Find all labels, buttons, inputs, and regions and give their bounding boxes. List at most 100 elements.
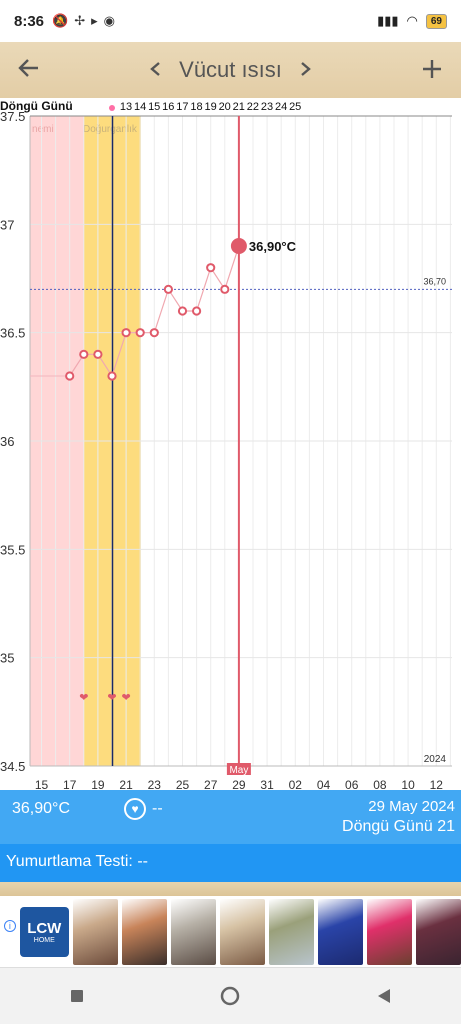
temperature-point bbox=[93, 349, 103, 359]
cycle-day-number: 21 bbox=[233, 101, 245, 113]
temperature-point bbox=[135, 328, 145, 338]
mute-icon: 🔕 bbox=[52, 13, 69, 28]
x-tick-label: 31 bbox=[260, 778, 274, 790]
ad-product-image[interactable] bbox=[219, 898, 265, 965]
ad-banner[interactable]: i LCW HOME bbox=[0, 896, 461, 968]
chevron-right-icon bbox=[301, 62, 311, 76]
selected-cycle-day: Döngü Günü 21 bbox=[342, 818, 455, 835]
y-tick-label: 37.5 bbox=[0, 109, 25, 124]
notification-icons: 🔕 ✢ ▸ ◉ bbox=[52, 13, 115, 29]
x-tick-label: 27 bbox=[204, 778, 218, 790]
home-button[interactable] bbox=[210, 976, 250, 1016]
cycle-day-number: 20 bbox=[219, 101, 231, 113]
arrow-left-icon bbox=[18, 59, 38, 77]
temperature-point bbox=[206, 263, 216, 273]
wifi-icon: ◠ bbox=[406, 13, 418, 28]
x-tick-label: 25 bbox=[176, 778, 190, 790]
intercourse-value: -- bbox=[152, 800, 163, 817]
cycle-day-number: 13 bbox=[120, 101, 132, 113]
ad-product-image[interactable] bbox=[415, 898, 461, 965]
temperature-point bbox=[192, 306, 202, 316]
month-label: May bbox=[229, 765, 248, 776]
y-tick-label: 34.5 bbox=[0, 759, 25, 774]
ovulation-test-label: Yumurtlama Testi: -- bbox=[6, 853, 148, 870]
brand-logo[interactable]: LCW HOME bbox=[19, 906, 69, 957]
cycle-day-number: 25 bbox=[289, 101, 301, 113]
heart-icon: ❤ bbox=[79, 691, 88, 704]
temperature-point bbox=[177, 306, 188, 316]
cycle-day-number: 23 bbox=[261, 101, 273, 113]
heart-icon: ❤ bbox=[121, 691, 130, 704]
add-button[interactable] bbox=[403, 53, 461, 87]
previous-button[interactable] bbox=[149, 57, 161, 83]
temperature-point bbox=[79, 349, 89, 359]
temperature-point bbox=[149, 328, 159, 338]
x-tick-label: 21 bbox=[119, 778, 133, 790]
heart-icon[interactable]: ♥ bbox=[124, 798, 146, 820]
system-nav-bar bbox=[0, 968, 461, 1024]
play-icon: ▸ bbox=[91, 13, 98, 28]
y-tick-label: 36 bbox=[0, 434, 14, 449]
ovulation-dot-icon bbox=[109, 105, 115, 111]
x-tick-label: 10 bbox=[401, 778, 415, 790]
cycle-day-number: 22 bbox=[247, 101, 259, 113]
square-icon bbox=[70, 990, 83, 1002]
cycle-day-number: 14 bbox=[134, 101, 146, 113]
x-tick-label: 19 bbox=[91, 778, 105, 790]
ad-product-image[interactable] bbox=[366, 898, 412, 965]
ovulation-test-row[interactable]: Yumurtlama Testi: -- bbox=[0, 844, 461, 882]
temperature-chart[interactable]: nemi Doğurganlık 37.5 37 36.5 36 35.5 35 34.5 Dön… bbox=[0, 98, 461, 790]
cycle-day-number: 16 bbox=[162, 101, 174, 113]
ad-product-image[interactable] bbox=[121, 898, 167, 965]
selected-temperature-label: 36,90°C bbox=[249, 239, 297, 254]
back-nav-button[interactable] bbox=[364, 976, 404, 1016]
y-tick-label: 37 bbox=[0, 217, 14, 232]
temperature-point bbox=[107, 371, 117, 381]
x-tick-label: 06 bbox=[345, 778, 359, 790]
app-icon: ◉ bbox=[103, 13, 115, 28]
x-tick-label: 29 bbox=[232, 778, 246, 790]
month-badge bbox=[226, 763, 251, 775]
x-tick-label: 02 bbox=[289, 778, 303, 790]
year-label: 2024 bbox=[424, 754, 447, 765]
cycle-day-number: 18 bbox=[190, 101, 202, 113]
ad-info-icon[interactable]: i bbox=[4, 920, 16, 932]
y-tick-label: 35 bbox=[0, 651, 14, 666]
app-bar: Vücut ısısı bbox=[0, 42, 461, 98]
clock: 8:36 bbox=[14, 12, 45, 30]
zone-label: nemi bbox=[32, 124, 54, 135]
back-button[interactable] bbox=[0, 54, 58, 86]
ad-product-image[interactable] bbox=[317, 898, 363, 965]
heart-icon: ❤ bbox=[107, 691, 116, 704]
ad-product-image[interactable] bbox=[72, 898, 118, 965]
coverline-label: 36,70 bbox=[423, 276, 446, 286]
cycle-day-number: 17 bbox=[176, 101, 188, 113]
selected-temperature-point bbox=[230, 238, 247, 254]
page-title: Vücut ısısı bbox=[179, 57, 282, 82]
y-tick-label: 36.5 bbox=[0, 326, 25, 341]
selected-temperature: 36,90°C bbox=[12, 800, 70, 817]
cycle-day-number: 15 bbox=[148, 101, 160, 113]
x-tick-label: 15 bbox=[35, 778, 49, 790]
title-switcher: Vücut ısısı bbox=[58, 57, 403, 83]
signal-icon: ▮▮▮ bbox=[377, 13, 399, 28]
zone-label: Doğurganlık bbox=[83, 124, 138, 135]
chevron-left-icon bbox=[150, 62, 160, 76]
x-tick-label: 04 bbox=[317, 778, 331, 790]
circle-icon bbox=[221, 986, 240, 1006]
x-tick-label: 12 bbox=[430, 778, 444, 790]
recents-button[interactable] bbox=[57, 976, 97, 1016]
ad-product-image[interactable] bbox=[170, 898, 216, 965]
x-tick-label: 23 bbox=[148, 778, 162, 790]
ad-product-image[interactable] bbox=[268, 898, 314, 965]
next-button[interactable] bbox=[300, 57, 312, 83]
selected-date: 29 May 2024 bbox=[368, 798, 455, 815]
x-tick-label: 17 bbox=[63, 778, 77, 790]
temperature-point bbox=[163, 284, 173, 294]
y-tick-label: 35.5 bbox=[0, 542, 25, 557]
chart-canvas[interactable]: nemi Doğurganlık 37.5 37 36.5 36 35.5 35 34.5 Dön… bbox=[0, 98, 461, 790]
temperature-point bbox=[220, 284, 230, 294]
fan-icon: ✢ bbox=[74, 13, 86, 28]
triangle-back-icon bbox=[378, 989, 391, 1003]
temperature-point bbox=[121, 328, 131, 338]
